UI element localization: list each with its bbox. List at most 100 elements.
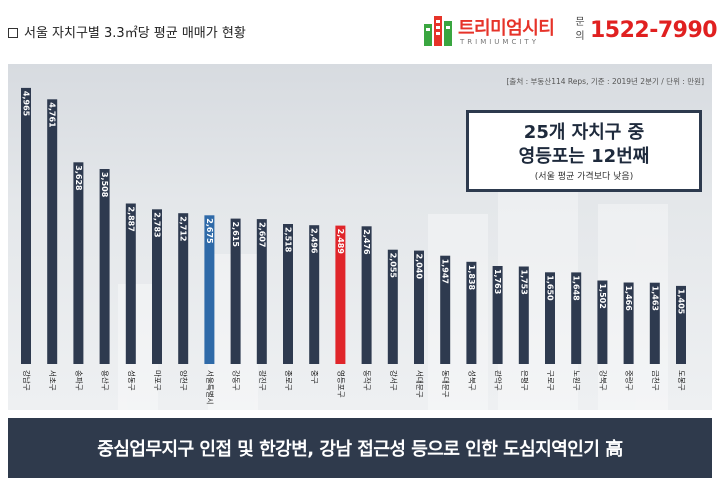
category-label: 성동구 bbox=[127, 370, 136, 391]
bar-서대문구 bbox=[414, 250, 424, 364]
category-label: 강동구 bbox=[232, 370, 242, 391]
category-label: 구로구 bbox=[546, 370, 555, 391]
bar-종로구 bbox=[283, 224, 293, 364]
value-label: 4,761 bbox=[48, 102, 57, 128]
page-title-text: 서울 자치구별 3.3㎡당 평균 매매가 현황 bbox=[24, 26, 246, 41]
category-label: 양천구 bbox=[179, 370, 189, 391]
category-label: 송파구 bbox=[74, 370, 83, 391]
value-label: 2,607 bbox=[257, 222, 266, 247]
value-label: 2,476 bbox=[362, 229, 371, 255]
bar-송파구 bbox=[73, 162, 84, 364]
brand-logo: 트리미엄시티 TRIMIUMCITY 문의 1522-7990 bbox=[424, 10, 718, 54]
category-label: 은평구 bbox=[520, 370, 530, 391]
value-label: 1,947 bbox=[441, 259, 450, 284]
value-label: 2,040 bbox=[415, 254, 424, 280]
category-label: 마포구 bbox=[153, 370, 162, 391]
banner-text: 중심업무지구 인접 및 한강변, 강남 접근성 등으로 인한 도심지역인기 高 bbox=[97, 439, 623, 460]
value-label: 2,615 bbox=[231, 222, 240, 248]
value-label: 2,055 bbox=[388, 253, 397, 279]
category-label: 광진구 bbox=[258, 370, 268, 391]
category-label-group: 강남구 서초구 송파구 용산구 성동구 마포구 양천구 서울특별시 강동구 광진구 종로구 중구 영등포… bbox=[22, 370, 686, 405]
category-label: 성북구 bbox=[467, 370, 476, 391]
category-label: 영등포구 bbox=[336, 370, 346, 398]
bar-chart: 4,965 4,761 3,628 3,508 2,887 2,783 2,712 2,675… bbox=[21, 87, 686, 410]
callout-box: 25개 자치구 중 영등포는 12번째 (서울 평균 가격보다 낮음) bbox=[466, 110, 702, 192]
bar-서울특별시 bbox=[204, 215, 215, 364]
bar-관악구 bbox=[492, 266, 503, 364]
category-label: 용산구 bbox=[101, 370, 111, 391]
category-label: 강북구 bbox=[598, 370, 608, 391]
header: 서울 자치구별 3.3㎡당 평균 매매가 현황 트리미엄시티 TRIMIUMCI… bbox=[0, 0, 720, 62]
bar-group bbox=[21, 87, 686, 365]
callout-line1: 25개 자치구 중 bbox=[523, 122, 645, 143]
bottom-banner: 중심업무지구 인접 및 한강변, 강남 접근성 등으로 인한 도심지역인기 高 bbox=[8, 418, 712, 478]
bar-노원구 bbox=[571, 272, 582, 364]
category-label: 동대문구 bbox=[441, 370, 450, 398]
background-buildings bbox=[118, 174, 668, 410]
value-label: 1,763 bbox=[493, 269, 502, 294]
callout-line2: 영등포는 12번째 bbox=[518, 146, 650, 167]
bar-도봉구 bbox=[676, 285, 686, 364]
bar-중랑구 bbox=[623, 282, 634, 364]
bar-마포구 bbox=[152, 209, 162, 364]
bar-서초구 bbox=[47, 99, 58, 365]
value-label: 3,508 bbox=[100, 172, 109, 198]
value-label: 2,887 bbox=[126, 207, 135, 232]
checkbox-icon bbox=[8, 28, 18, 38]
value-label: 1,753 bbox=[519, 270, 528, 295]
category-label: 동작구 bbox=[363, 370, 373, 391]
value-label: 1,405 bbox=[677, 289, 686, 315]
building-logo-icon bbox=[424, 16, 452, 46]
value-label: 2,496 bbox=[310, 228, 319, 254]
bar-강동구 bbox=[230, 218, 241, 364]
logo-subtitle: TRIMIUMCITY bbox=[460, 38, 539, 46]
callout-note: (서울 평균 가격보다 낮음) bbox=[534, 172, 634, 182]
bar-강북구 bbox=[597, 280, 608, 364]
bar-동작구 bbox=[361, 226, 372, 364]
value-label: 2,675 bbox=[205, 218, 214, 244]
category-label: 금천구 bbox=[651, 370, 661, 391]
category-label: 강서구 bbox=[389, 370, 399, 391]
bar-구로구 bbox=[545, 272, 555, 364]
value-label: 1,650 bbox=[546, 275, 555, 301]
value-label: 1,648 bbox=[572, 275, 581, 301]
category-label: 도봉구 bbox=[677, 370, 686, 391]
inquiry-label: 문의 bbox=[575, 17, 585, 42]
source-note: [출처 : 부동산114 Reps, 기준 : 2019년 2분기 / 단위 :… bbox=[506, 77, 705, 86]
bar-은평구 bbox=[518, 266, 529, 364]
bar-동대문구 bbox=[440, 255, 451, 364]
category-label: 서울특별시 bbox=[205, 370, 215, 405]
value-label-group: 4,965 4,761 3,628 3,508 2,887 2,783 2,712 2,675… bbox=[22, 91, 686, 315]
category-label: 중랑구 bbox=[625, 370, 634, 391]
value-label: 1,838 bbox=[467, 265, 476, 291]
value-label: 2,489 bbox=[336, 229, 345, 255]
logo-name: 트리미엄시티 bbox=[458, 18, 555, 39]
category-label: 강남구 bbox=[22, 370, 32, 391]
phone-number: 1522-7990 bbox=[590, 18, 718, 43]
value-label: 3,628 bbox=[74, 165, 83, 191]
value-label: 2,783 bbox=[153, 212, 162, 237]
value-label: 1,502 bbox=[598, 284, 607, 309]
bar-양천구 bbox=[178, 213, 189, 364]
bar-강남구 bbox=[21, 87, 31, 365]
page-title: 서울 자치구별 3.3㎡당 평균 매매가 현황 bbox=[8, 22, 246, 41]
chart-area: 4,965 4,761 3,628 3,508 2,887 2,783 2,712 2,675… bbox=[8, 64, 712, 410]
bar-광진구 bbox=[256, 219, 267, 364]
bar-성북구 bbox=[466, 261, 477, 364]
value-label: 2,518 bbox=[284, 227, 293, 253]
category-label: 종로구 bbox=[284, 370, 293, 391]
category-label: 서초구 bbox=[48, 370, 57, 391]
bar-강서구 bbox=[387, 249, 398, 364]
category-label: 관악구 bbox=[494, 370, 504, 391]
category-label: 노원구 bbox=[572, 370, 581, 391]
value-label: 4,965 bbox=[22, 91, 31, 117]
value-label: 2,712 bbox=[179, 216, 188, 241]
bar-금천구 bbox=[649, 282, 660, 364]
bar-성동구 bbox=[125, 203, 136, 364]
category-label: 서대문구 bbox=[415, 370, 424, 398]
category-label: 중구 bbox=[310, 370, 319, 384]
value-label: 1,463 bbox=[650, 286, 659, 311]
bar-중구 bbox=[309, 225, 320, 364]
bar-용산구 bbox=[99, 169, 110, 364]
bar-영등포구 bbox=[335, 225, 346, 364]
